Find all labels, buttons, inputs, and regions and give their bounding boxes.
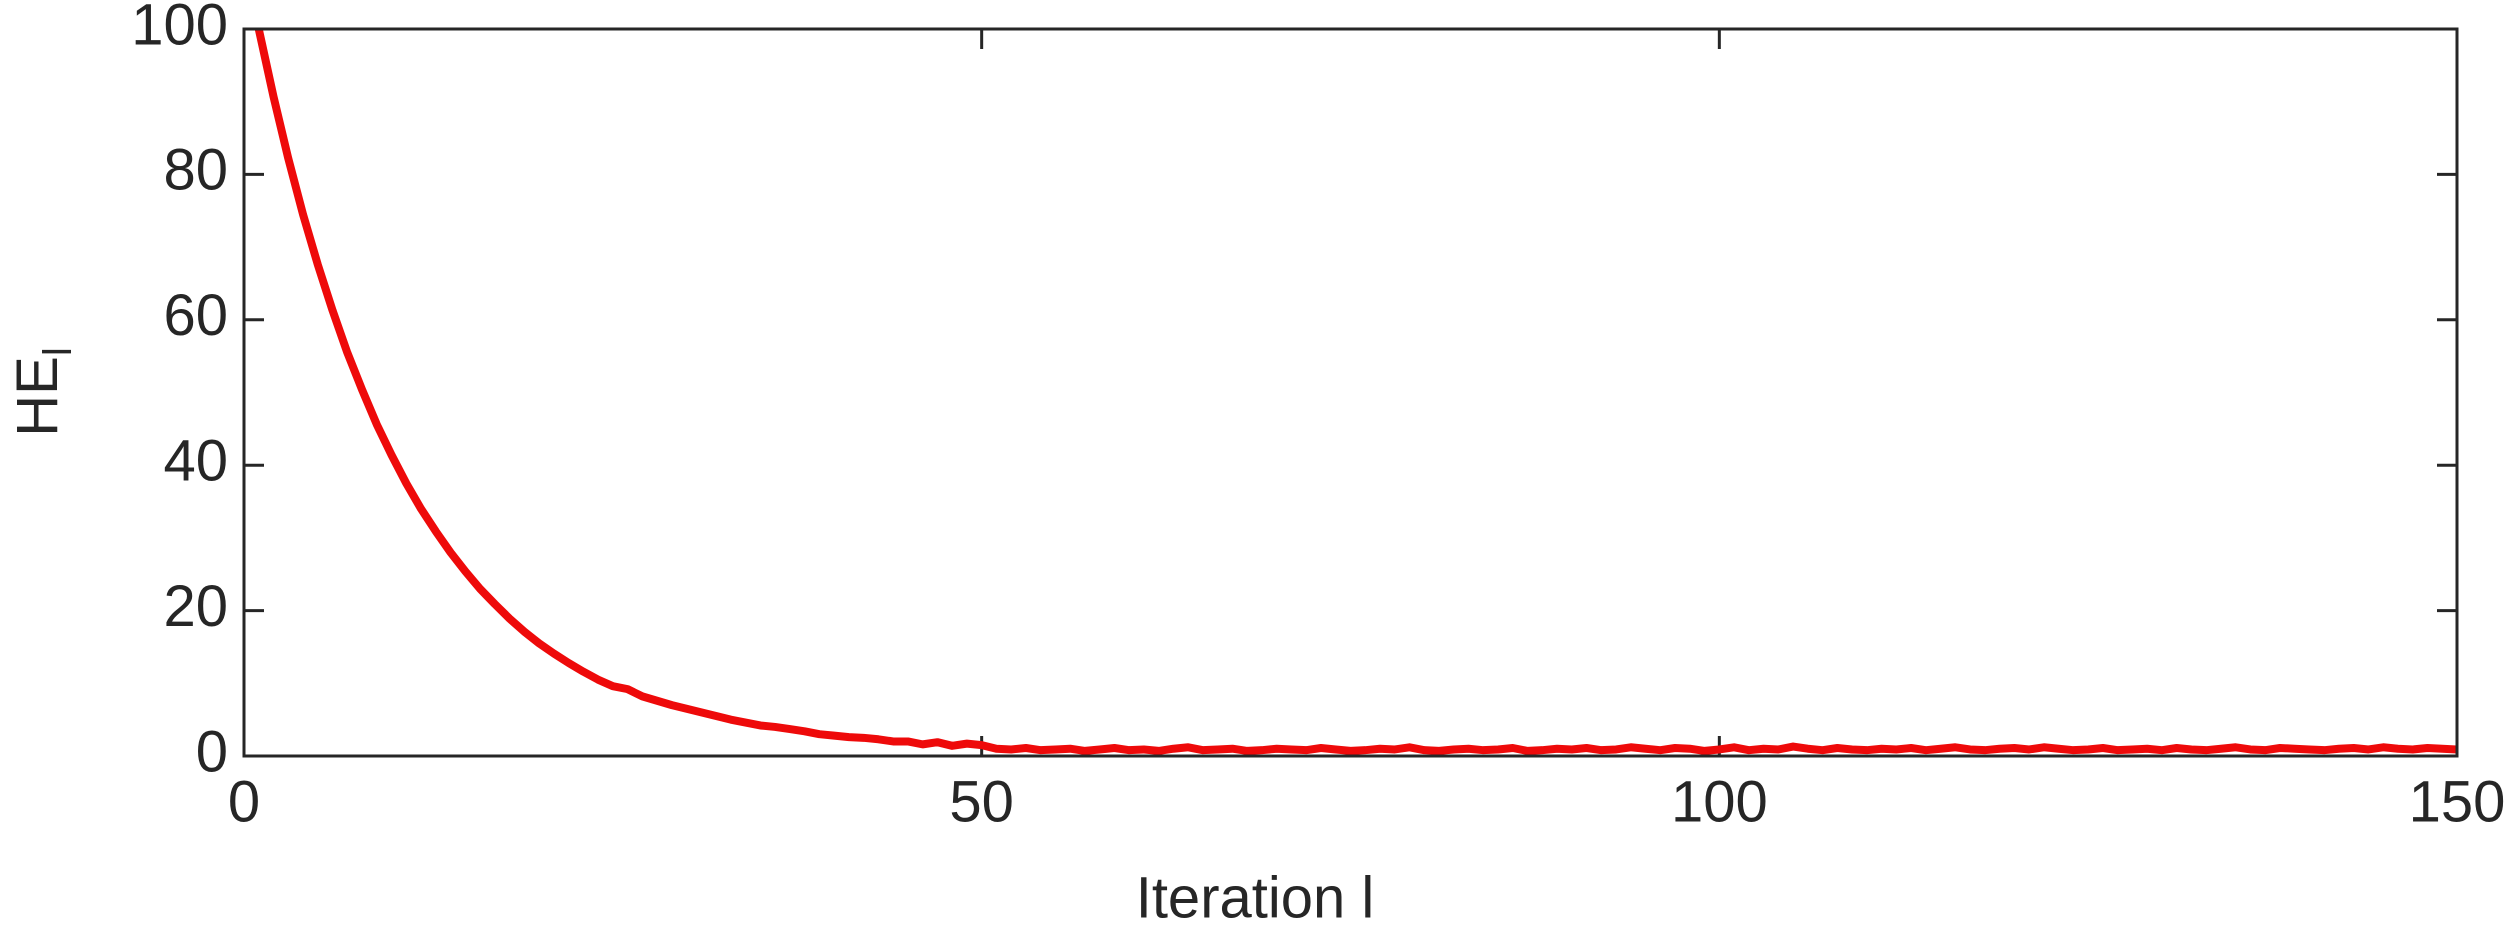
x-tick-label: 150 [2409,769,2506,834]
plot-frame [242,27,2459,758]
y-tick-label: 40 [163,429,228,494]
y-tick-label: 100 [131,0,228,57]
x-axis-label: Iteration l [1136,865,1375,930]
y-axis-label: HEl [5,347,79,436]
data-line [254,28,2457,755]
x-tick-label: 100 [1671,769,1768,834]
y-tick-label: 80 [163,138,228,203]
x-tick-label: 50 [949,769,1014,834]
y-tick-label: 20 [163,574,228,639]
y-tick-label: 60 [163,283,228,348]
x-tick-label: 0 [228,769,260,834]
y-axis-label-main: HE [5,356,70,437]
y-axis-label-subscript: l [36,347,80,356]
y-tick-label: 0 [196,719,228,784]
